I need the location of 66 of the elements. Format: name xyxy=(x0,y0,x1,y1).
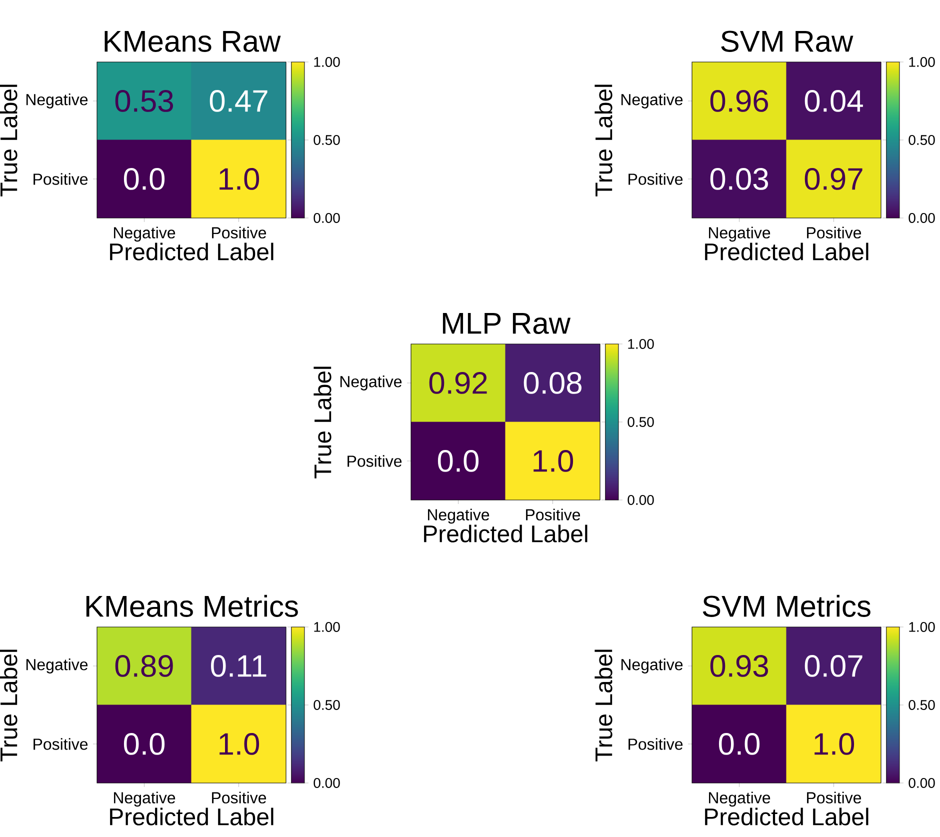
x-tick-label: Negative xyxy=(708,792,770,807)
data-label: 0.07 xyxy=(804,655,862,677)
color-bar-label: 1.00 xyxy=(909,622,935,632)
color-bar-label: 0.00 xyxy=(908,213,935,223)
x-tick-label: Negative xyxy=(708,226,770,242)
x-tick-label: Negative xyxy=(114,792,176,807)
data-label: 0.89 xyxy=(115,655,173,677)
y-axis-title: True Label xyxy=(314,366,332,478)
data-label: 0.0 xyxy=(124,168,165,190)
color-bar-label: 0.50 xyxy=(908,700,935,710)
x-axis-title: Predicted Label xyxy=(110,242,274,260)
data-label: 0.93 xyxy=(710,655,768,677)
x-axis-title: Predicted Label xyxy=(110,808,274,826)
color-bar-label: 0.00 xyxy=(628,495,654,505)
x-axis-title: Predicted Label xyxy=(705,808,868,826)
x-axis-title: Predicted Label xyxy=(424,524,588,542)
color-bar-label: 1.00 xyxy=(628,339,654,349)
color-bar-label: 0.50 xyxy=(908,135,935,145)
data-label: 0.04 xyxy=(804,90,863,112)
x-axis-title: Predicted Label xyxy=(705,242,868,260)
data-label: 0.97 xyxy=(804,168,862,190)
chart-title: MLP Raw xyxy=(442,313,571,334)
y-tick-label: Negative xyxy=(26,658,88,674)
data-label: 0.03 xyxy=(710,168,768,190)
color-bar-label: 0.50 xyxy=(314,700,340,710)
data-label: 0.08 xyxy=(524,372,582,394)
x-tick-label: Positive xyxy=(807,792,862,804)
data-label: 0.92 xyxy=(429,372,487,394)
data-label: 0.0 xyxy=(124,733,165,755)
color-bar-label: 1.00 xyxy=(909,57,935,67)
data-label: 1.0 xyxy=(814,733,854,755)
color-bar-label: 0.50 xyxy=(628,417,654,427)
color-bar-label: 0.00 xyxy=(908,778,935,788)
x-tick-label: Negative xyxy=(114,226,176,242)
x-tick-label: Positive xyxy=(807,226,862,238)
chart-title: SVM Metrics xyxy=(702,594,870,617)
chart-title: KMeans Raw xyxy=(104,31,281,52)
data-label: 1.0 xyxy=(220,733,260,755)
data-label: 1.0 xyxy=(534,450,574,472)
data-label: 1.0 xyxy=(220,168,260,190)
y-tick-label: Positive xyxy=(34,738,88,750)
y-axis-title: True Label xyxy=(594,650,612,762)
color-bar-label: 1.00 xyxy=(314,57,340,67)
data-label: 0.0 xyxy=(438,450,479,472)
color-bar-label: 1.00 xyxy=(314,622,340,632)
y-tick-label: Negative xyxy=(621,658,683,674)
color-bar-label: 0.00 xyxy=(314,778,340,788)
y-tick-label: Negative xyxy=(26,94,88,108)
color-bar-label: 0.00 xyxy=(314,213,340,223)
data-label: 0.47 xyxy=(210,90,268,112)
color-bar-label: 0.50 xyxy=(314,135,340,145)
chart-title: SVM Raw xyxy=(721,30,854,52)
data-label: 0.96 xyxy=(710,90,768,112)
chart-title: KMeans Metrics xyxy=(86,594,298,617)
x-tick-label: Positive xyxy=(212,792,266,804)
y-tick-label: Negative xyxy=(621,94,683,108)
y-tick-label: Positive xyxy=(628,738,683,750)
y-axis-title: True Label xyxy=(0,84,18,196)
y-tick-label: Positive xyxy=(628,173,683,185)
y-axis-title: True Label xyxy=(0,650,18,762)
data-label: 0.53 xyxy=(115,90,173,112)
y-axis-title: True Label xyxy=(594,84,612,196)
x-tick-label: Positive xyxy=(212,226,266,238)
data-label: 0.11 xyxy=(211,655,266,677)
data-label: 0.0 xyxy=(718,733,760,755)
y-tick-label: Positive xyxy=(34,173,88,185)
